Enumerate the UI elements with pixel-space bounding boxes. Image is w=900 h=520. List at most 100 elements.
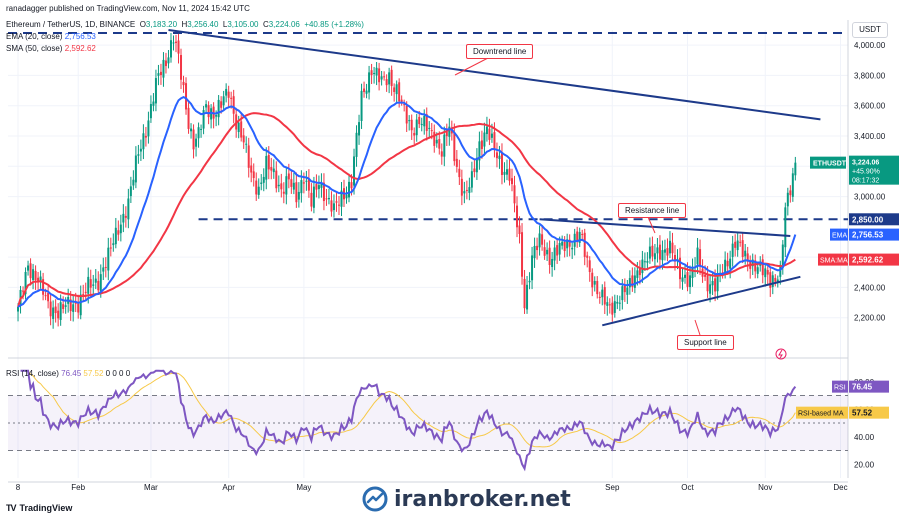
candle-body xyxy=(704,274,707,277)
candle-body xyxy=(566,239,569,249)
candle-body xyxy=(200,128,203,130)
candle-body xyxy=(784,207,787,248)
candle-body xyxy=(553,247,556,261)
candle-body xyxy=(167,57,170,64)
candle-body xyxy=(398,82,401,102)
candle-body xyxy=(330,200,333,212)
candle-body xyxy=(505,169,508,175)
candle-body xyxy=(237,122,240,133)
candle-body xyxy=(558,243,561,255)
candle-body xyxy=(518,225,521,235)
candle-body xyxy=(300,180,303,194)
candle-body xyxy=(227,91,230,98)
candle-body xyxy=(255,180,258,195)
candle-body xyxy=(37,277,40,282)
candle-body xyxy=(483,132,486,147)
time-tick-label: Feb xyxy=(71,483,85,492)
candle-body xyxy=(82,293,85,295)
candle-body xyxy=(764,268,767,278)
candle-body xyxy=(651,245,654,257)
candle-body xyxy=(275,170,278,189)
candle-body xyxy=(410,119,413,131)
ema-legend-label: EMA (20, close) xyxy=(6,32,63,41)
candle-body xyxy=(591,272,594,288)
candle-body xyxy=(648,246,651,259)
candle-body xyxy=(473,168,476,173)
downtrend-pointer xyxy=(454,57,489,76)
candle-body xyxy=(561,241,564,246)
candle-body xyxy=(149,104,152,119)
resistance-pointer xyxy=(647,216,656,234)
candle-body xyxy=(353,156,356,186)
candle-body xyxy=(175,41,177,43)
candle-body xyxy=(185,83,188,110)
event-flash-bolt xyxy=(778,349,783,359)
sma50-line xyxy=(17,112,796,308)
candle-body xyxy=(217,99,220,118)
candle-body xyxy=(340,190,343,207)
candle-body xyxy=(668,240,671,254)
candle-body xyxy=(302,182,305,184)
candle-body xyxy=(162,59,165,78)
candle-body xyxy=(49,301,52,317)
candle-body xyxy=(220,101,223,108)
candle-body xyxy=(531,255,534,281)
candle-body xyxy=(744,250,747,257)
rsi-line xyxy=(20,369,797,472)
last-price-tag-bg xyxy=(849,155,899,185)
ema-legend[interactable]: EMA (20, close) 2,756.53 xyxy=(6,31,96,42)
candle-body xyxy=(345,194,348,199)
last-price-countdown: 08:17:32 xyxy=(852,178,879,185)
candle-body xyxy=(395,84,398,95)
price-tick-label: 2,400.00 xyxy=(854,283,886,292)
watermark: iranbroker.net xyxy=(362,486,571,512)
currency-selector[interactable]: USDT xyxy=(852,22,888,38)
candle-body xyxy=(686,272,689,287)
candle-body xyxy=(139,148,142,152)
candle-body xyxy=(47,292,50,302)
candle-body xyxy=(508,168,511,181)
candle-body xyxy=(430,130,433,132)
time-tick-label: Sep xyxy=(605,483,620,492)
candle-body xyxy=(187,107,190,129)
rsi-legend[interactable]: RSI (14, close) 76.45 57.52 0 0 0 0 xyxy=(6,368,130,379)
candle-body xyxy=(488,128,491,140)
candle-body xyxy=(247,145,250,168)
candle-body xyxy=(445,131,448,137)
candle-body xyxy=(746,253,749,262)
candle-body xyxy=(789,190,792,196)
sma-legend[interactable]: SMA (50, close) 2,592.62 xyxy=(6,43,96,54)
candle-body xyxy=(72,304,75,312)
candle-body xyxy=(563,241,566,252)
candle-body xyxy=(513,185,516,204)
candle-body xyxy=(556,245,559,256)
downtrend-line xyxy=(168,29,821,121)
ema-tag-label: EMA xyxy=(832,233,848,240)
candle-body xyxy=(180,55,183,80)
change-value: +40.85 (+1.28%) xyxy=(304,20,364,29)
candle-body xyxy=(475,157,478,173)
candle-body xyxy=(428,127,431,129)
candle-body xyxy=(270,166,273,171)
candle-body xyxy=(332,203,335,211)
sma-tag-label-bg xyxy=(818,253,848,266)
candle-body xyxy=(192,129,195,150)
candle-body xyxy=(673,254,676,262)
candle-body xyxy=(59,302,62,320)
candle-body xyxy=(551,258,554,267)
candle-body xyxy=(754,260,757,272)
last-price-value: 3,224.06 xyxy=(852,160,879,167)
candle-body xyxy=(618,302,621,304)
candle-body xyxy=(543,247,546,256)
tradingview-logo[interactable]: TV TradingView xyxy=(6,503,72,513)
rsi-ma-tag-value: 57.52 xyxy=(852,409,873,418)
candle-body xyxy=(132,179,135,186)
candle-body xyxy=(260,182,263,184)
candle-body xyxy=(152,101,155,106)
ohlc-line: Ethereum / TetherUS, 1D, BINANCE O3,183.… xyxy=(6,19,364,30)
candle-body xyxy=(112,243,115,246)
level-tag-bg xyxy=(849,213,899,226)
candle-body xyxy=(616,301,619,304)
support-annotation: Support line xyxy=(677,335,734,350)
candle-body xyxy=(39,276,42,281)
